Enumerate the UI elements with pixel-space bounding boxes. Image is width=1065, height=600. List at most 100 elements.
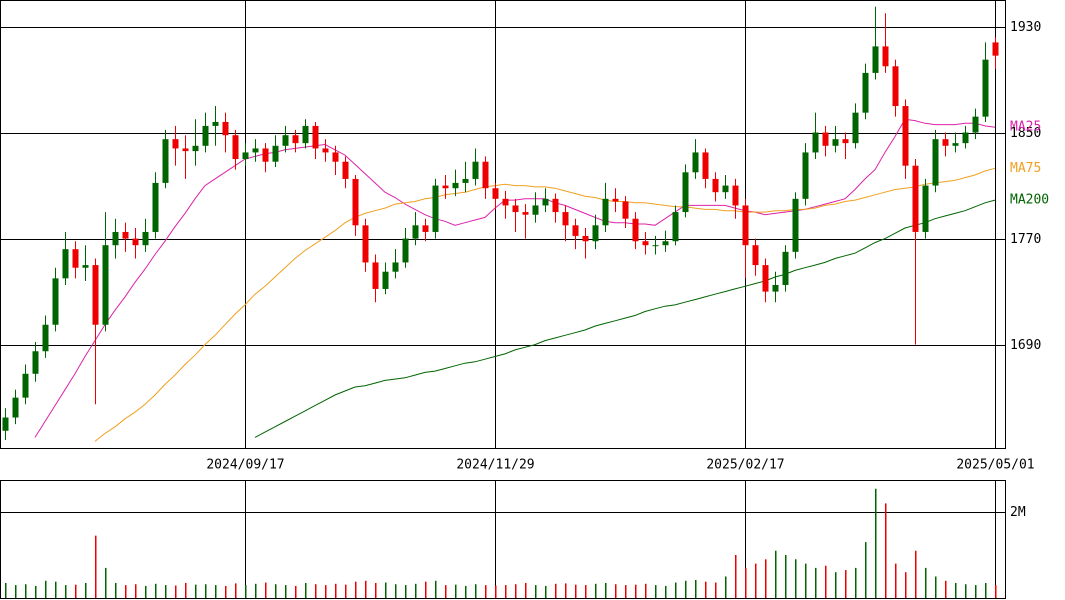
volume-bar xyxy=(545,585,547,598)
volume-bar xyxy=(375,582,377,598)
candle-body xyxy=(572,225,579,236)
volume-tick-label: 2M xyxy=(1010,505,1026,520)
volume-bar xyxy=(985,582,987,598)
candle-body xyxy=(342,161,349,179)
candle-body xyxy=(112,231,119,246)
volume-bar xyxy=(165,585,167,598)
x-tick-label: 2024/09/17 xyxy=(206,458,284,473)
y-tick-label: 1850 xyxy=(1010,126,1041,141)
candle-body xyxy=(542,198,549,206)
candle-body xyxy=(652,245,659,247)
candle-body xyxy=(282,135,289,146)
volume-bar xyxy=(915,550,917,598)
volume-bar xyxy=(335,583,337,598)
candle-body xyxy=(782,251,789,285)
candle-body xyxy=(612,198,619,202)
volume-bar xyxy=(415,583,417,598)
candle-body xyxy=(952,143,959,146)
candle-body xyxy=(272,145,279,162)
volume-bar xyxy=(225,585,227,598)
x-tick-label: 2024/11/29 xyxy=(456,458,534,473)
volume-bar xyxy=(265,582,267,598)
x-tick-label: 2025/05/01 xyxy=(956,458,1034,473)
volume-bar xyxy=(35,585,37,598)
volume-bar xyxy=(235,583,237,598)
candle-body xyxy=(722,185,729,193)
candle-body xyxy=(152,182,159,232)
candle-body xyxy=(992,42,999,56)
candle-body xyxy=(252,148,259,153)
volume-bar xyxy=(115,582,117,598)
candle-body xyxy=(852,112,859,144)
candle-body xyxy=(382,271,389,289)
volume-bar xyxy=(835,572,837,598)
candle-body xyxy=(692,152,699,173)
volume-bar xyxy=(355,581,357,598)
volume-bar xyxy=(495,585,497,598)
candle-body xyxy=(832,139,839,146)
volume-bar xyxy=(145,585,147,598)
volume-bar xyxy=(445,585,447,598)
volume-bar xyxy=(745,567,747,598)
volume-bar xyxy=(715,582,717,598)
volume-bar xyxy=(45,580,47,598)
moving-average-line xyxy=(254,199,996,438)
candle-body xyxy=(402,238,409,263)
candle-body xyxy=(662,241,669,246)
volume-bar xyxy=(585,585,587,598)
volume-bar xyxy=(255,583,257,598)
volume-bar xyxy=(5,582,7,598)
volume-panel xyxy=(0,480,1006,599)
candle-body xyxy=(762,265,769,292)
volume-bar xyxy=(535,585,537,598)
volume-bar xyxy=(465,585,467,598)
candle-body xyxy=(142,231,149,246)
candle-body xyxy=(482,161,489,189)
candle-body xyxy=(462,178,469,183)
volume-bar xyxy=(555,583,557,598)
legend-entry: MA75 xyxy=(1010,161,1041,176)
candle-body xyxy=(12,397,19,418)
candle-body xyxy=(822,132,829,146)
volume-bar xyxy=(885,503,887,598)
candle-body xyxy=(902,106,909,166)
volume-bar xyxy=(525,582,527,598)
candle-body xyxy=(772,284,779,292)
volume-bar xyxy=(185,582,187,598)
candle-body xyxy=(792,198,799,252)
volume-bar xyxy=(875,488,877,598)
candle-body xyxy=(202,125,209,146)
candle-body xyxy=(962,132,969,144)
volume-bar xyxy=(325,585,327,598)
candle-body xyxy=(712,178,719,193)
volume-bar xyxy=(975,585,977,598)
volume-bar xyxy=(175,585,177,598)
candle-body xyxy=(562,212,569,226)
volume-bar xyxy=(785,554,787,598)
candle-body xyxy=(932,139,939,186)
volume-bar xyxy=(675,582,677,598)
candle-body xyxy=(632,218,639,242)
legend-entry: MA25 xyxy=(1010,120,1041,135)
volume-bar xyxy=(725,576,727,598)
moving-average-line xyxy=(94,167,996,442)
candle-body xyxy=(812,132,819,153)
candle-body xyxy=(332,152,339,162)
candle-body xyxy=(22,373,29,398)
volume-bar xyxy=(615,584,617,598)
volume-bar xyxy=(455,584,457,598)
candle-body xyxy=(222,121,229,136)
candle-body xyxy=(312,125,319,149)
volume-bar xyxy=(15,585,17,598)
volume-bar xyxy=(485,585,487,598)
candle-body xyxy=(72,249,79,268)
volume-bar xyxy=(275,584,277,598)
volume-bar xyxy=(515,584,517,598)
volume-bar xyxy=(815,567,817,598)
candle-body xyxy=(732,185,739,206)
candle-body xyxy=(892,66,899,107)
candle-body xyxy=(582,235,589,242)
moving-average-line xyxy=(34,118,996,438)
candle-body xyxy=(842,139,849,144)
